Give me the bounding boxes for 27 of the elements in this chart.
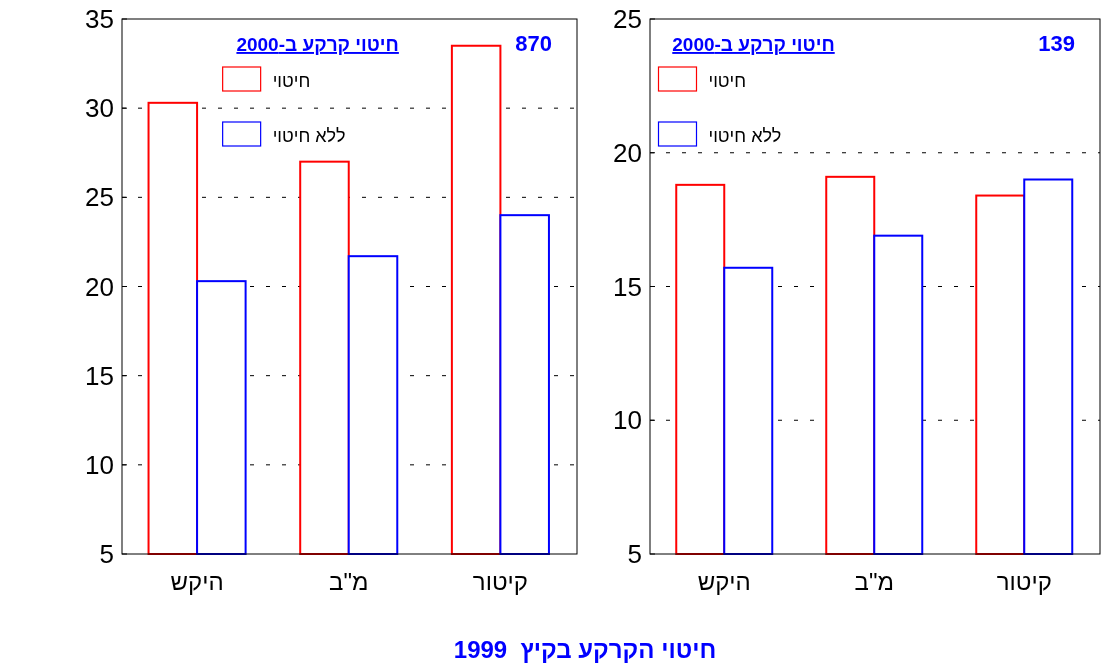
- annotation: 139: [1038, 31, 1075, 56]
- y-tick-label: 30: [85, 93, 114, 124]
- y-tick-label: 35: [85, 4, 114, 34]
- legend-label: חיטוי: [272, 71, 311, 91]
- x-tick-label: מ"ב: [329, 568, 369, 595]
- legend-title: חיטוי קרקע ב-2000: [672, 34, 835, 55]
- x-tick-label: היקש: [697, 568, 751, 595]
- y-tick-label: 10: [613, 405, 642, 436]
- y-tick-label: 20: [613, 137, 642, 168]
- legend-label: ללא חיטוי: [272, 126, 346, 146]
- x-tick-label: קיטור: [472, 568, 528, 595]
- legend-title: חיטוי קרקע ב-2000: [236, 34, 399, 55]
- y-tick-label: 5: [627, 539, 642, 569]
- x-tick-label: היקש: [170, 568, 224, 595]
- y-tick-label: 5: [99, 539, 114, 569]
- y-tick-label: 25: [613, 4, 642, 34]
- legend-label: ללא חיטוי: [708, 126, 782, 146]
- annotation: 870: [515, 31, 552, 56]
- y-tick-label: 20: [85, 271, 114, 302]
- y-tick-label: 15: [613, 271, 642, 302]
- x-tick-label: מ"ב: [854, 568, 894, 595]
- legend-label: חיטוי: [708, 71, 747, 91]
- y-tick-label: 15: [85, 360, 114, 391]
- y-tick-label: 25: [85, 182, 114, 213]
- x-tick-label: קיטור: [996, 568, 1052, 595]
- y-tick-label: 10: [85, 449, 114, 480]
- text: חיטוי הקרקע בקיץ 1999: [453, 636, 717, 663]
